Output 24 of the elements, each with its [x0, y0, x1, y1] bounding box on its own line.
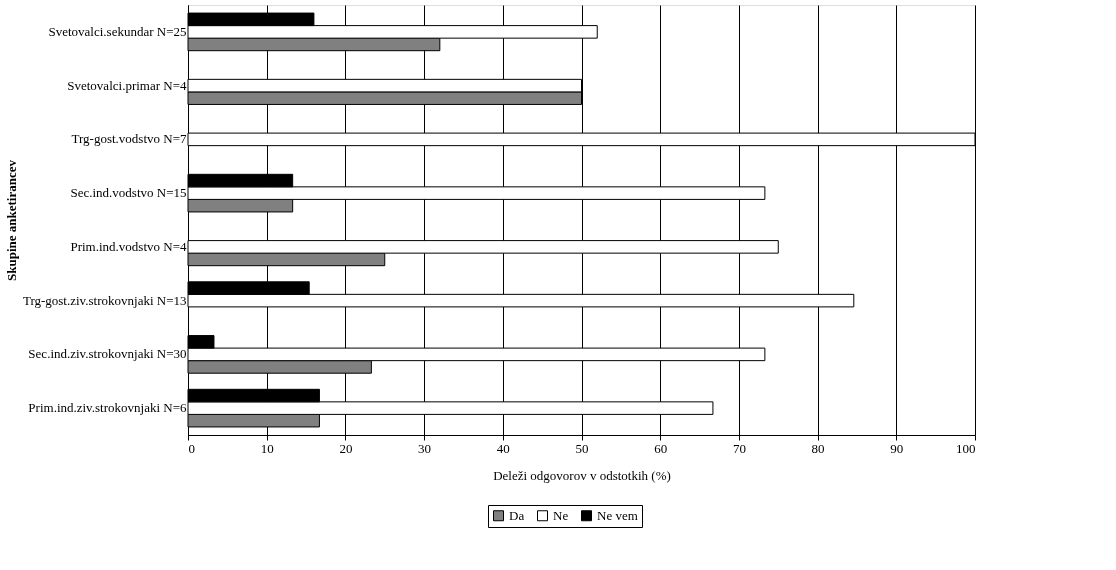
y-tick-label: Svetovalci.primar N=4 [67, 77, 187, 93]
y-tick-label: Prim.ind.ziv.strokovnjaki N=6 [28, 400, 187, 416]
x-tick-label: 30 [418, 440, 432, 456]
y-axis-title: Skupine anketirancev [3, 159, 19, 281]
legend-label: Da [509, 507, 525, 523]
x-tick-label: 100 [956, 440, 976, 456]
y-tick-label: Trg-gost.vodstvo N=7 [71, 131, 187, 147]
x-tick-label: 90 [890, 440, 904, 456]
x-tick-label: 10 [260, 440, 274, 456]
y-tick-label: Svetovalci.sekundar N=25 [48, 23, 187, 39]
x-tick-label: 80 [811, 440, 825, 456]
x-tick-label: 70 [732, 440, 746, 456]
y-tick-label: Sec.ind.vodstvo N=15 [70, 185, 187, 201]
legend-label: Ne [553, 507, 569, 523]
x-tick-label: 40 [496, 440, 510, 456]
x-axis-title: Deleži odgovorov v odstotkih (%) [493, 467, 671, 483]
y-tick-label: Sec.ind.ziv.strokovnjaki N=30 [28, 346, 187, 362]
x-tick-label: 0 [188, 440, 195, 456]
y-tick-label: Prim.ind.vodstvo N=4 [70, 238, 187, 254]
x-tick-label: 60 [654, 440, 668, 456]
legend-label: Ne vem [597, 507, 638, 523]
y-tick-label: Trg-gost.ziv.strokovnjaki N=13 [22, 292, 187, 308]
x-tick-label: 20 [339, 440, 353, 456]
x-tick-label: 50 [575, 440, 589, 456]
